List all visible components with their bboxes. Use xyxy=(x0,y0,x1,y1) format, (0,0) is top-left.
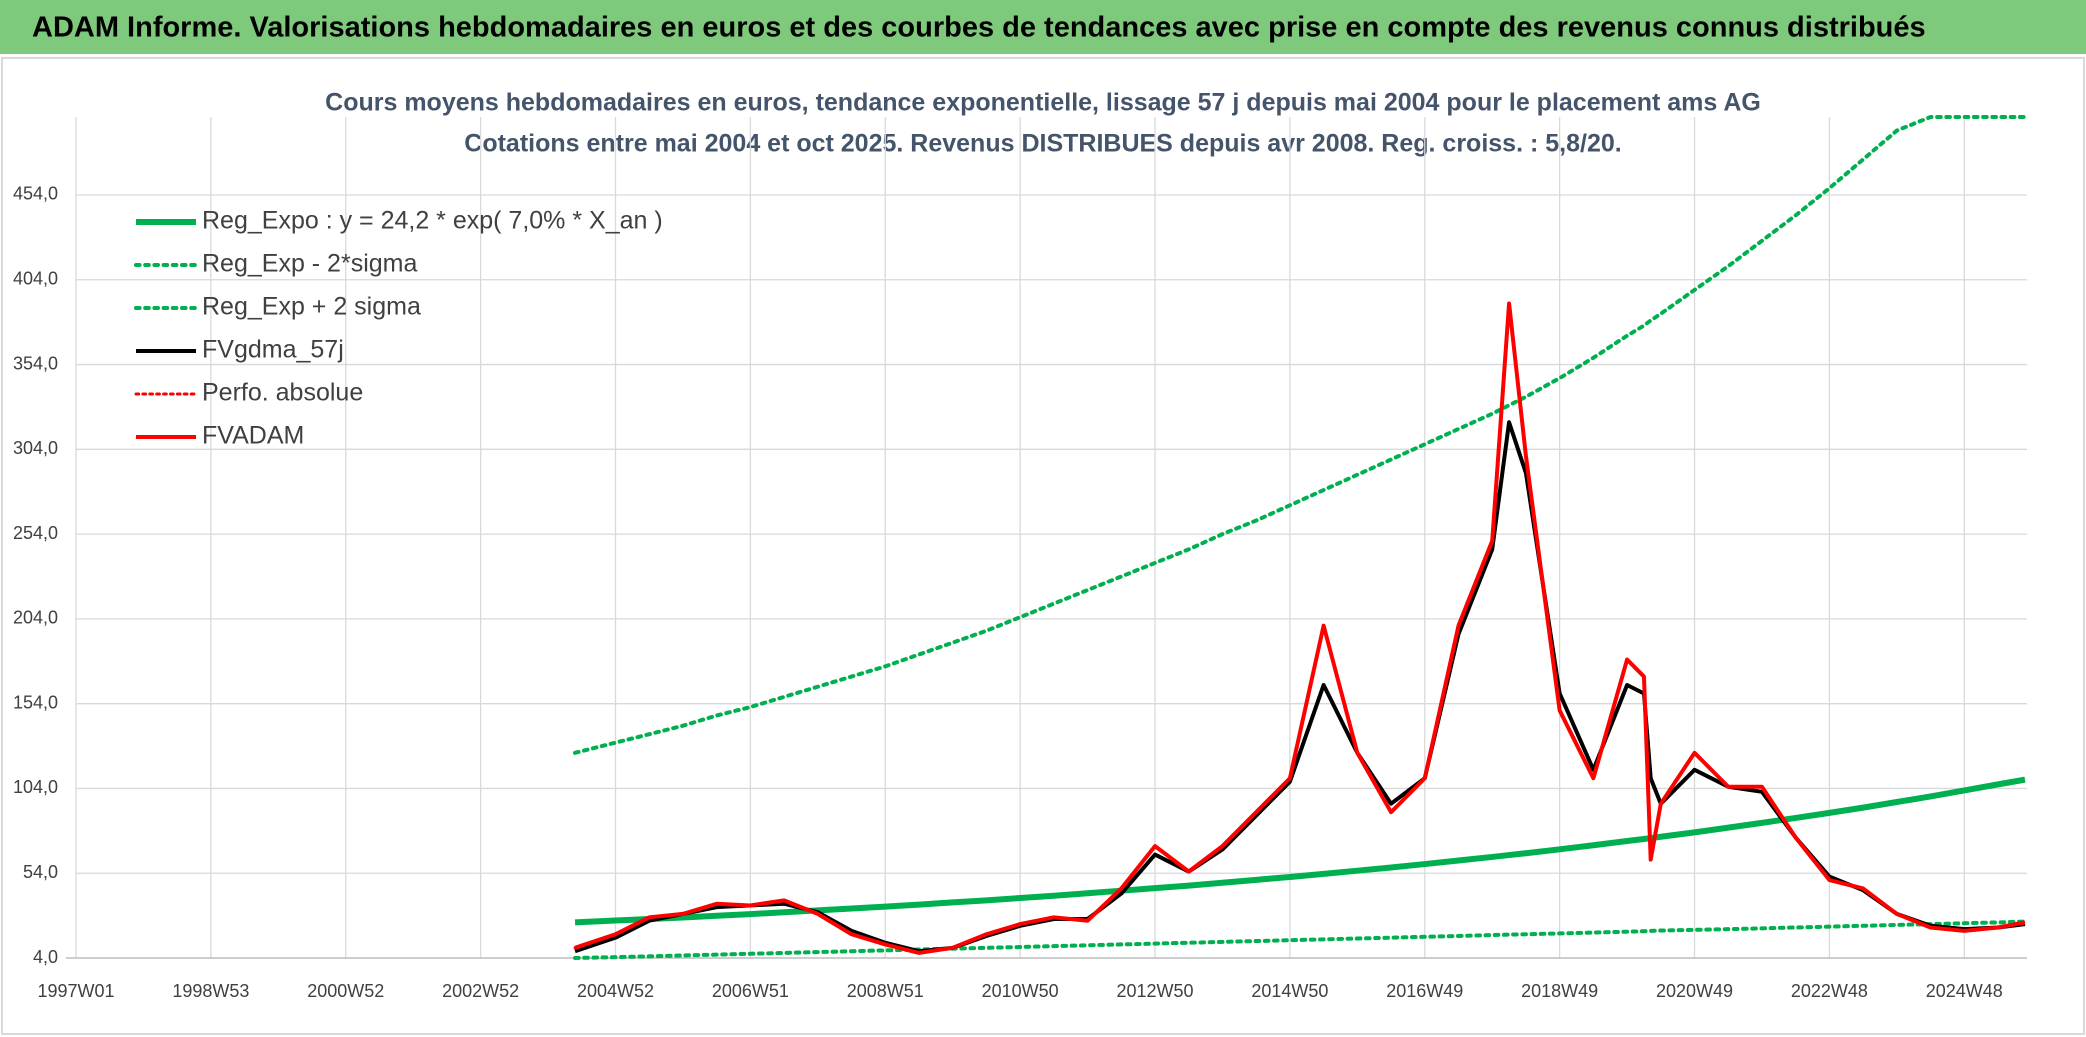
legend-label: Reg_Exp - 2*sigma xyxy=(202,250,417,278)
y-tick-label: 354,0 xyxy=(13,353,58,373)
series-line xyxy=(573,115,2027,755)
y-tick-label: 204,0 xyxy=(13,608,58,628)
chart-subtitle: Cotations entre mai 2004 et oct 2025. Re… xyxy=(464,130,1621,158)
x-tick-label: 1997W01 xyxy=(37,981,114,1001)
x-tick-label: 2000W52 xyxy=(307,981,384,1001)
y-tick-label: 454,0 xyxy=(13,184,58,204)
header-banner xyxy=(0,0,2086,54)
legend: Reg_Expo : y = 24,2 * exp( 7,0% * X_an )… xyxy=(134,207,663,450)
series-line xyxy=(573,919,2027,960)
y-tick-label: 4,0 xyxy=(33,947,58,967)
x-tick-label: 2014W50 xyxy=(1251,981,1328,1001)
header-title: ADAM Informe. Valorisations hebdomadaire… xyxy=(32,12,1926,44)
legend-label: Perfo. absolue xyxy=(202,379,363,407)
x-tick-label: 2016W49 xyxy=(1386,981,1463,1001)
y-tick-label: 104,0 xyxy=(13,777,58,797)
series-line xyxy=(574,776,2026,926)
x-tick-label: 2010W50 xyxy=(982,981,1059,1001)
x-tick-label: 2004W52 xyxy=(577,981,654,1001)
x-tick-label: 2024W48 xyxy=(1926,981,2003,1001)
y-tick-label: 254,0 xyxy=(13,523,58,543)
legend-label: FVgdma_57j xyxy=(202,336,344,364)
x-tick-label: 1998W53 xyxy=(172,981,249,1001)
y-tick-label: 304,0 xyxy=(13,438,58,458)
x-tick-label: 2006W51 xyxy=(712,981,789,1001)
x-tick-label: 2018W49 xyxy=(1521,981,1598,1001)
series-line xyxy=(574,301,2026,955)
chart-title: Cours moyens hebdomadaires en euros, ten… xyxy=(325,89,1761,117)
y-tick-label: 404,0 xyxy=(13,269,58,289)
x-tick-label: 2002W52 xyxy=(442,981,519,1001)
legend-label: FVADAM xyxy=(202,422,304,450)
y-tick-label: 54,0 xyxy=(23,862,58,882)
x-tick-label: 2020W49 xyxy=(1656,981,1733,1001)
y-tick-label: 154,0 xyxy=(13,692,58,712)
x-tick-label: 2008W51 xyxy=(847,981,924,1001)
frame xyxy=(1,57,2085,1035)
x-tick-label: 2012W50 xyxy=(1116,981,1193,1001)
x-tick-label: 2022W48 xyxy=(1791,981,1868,1001)
legend-label: Reg_Expo : y = 24,2 * exp( 7,0% * X_an ) xyxy=(202,207,663,235)
legend-label: Reg_Exp + 2 sigma xyxy=(202,293,421,321)
